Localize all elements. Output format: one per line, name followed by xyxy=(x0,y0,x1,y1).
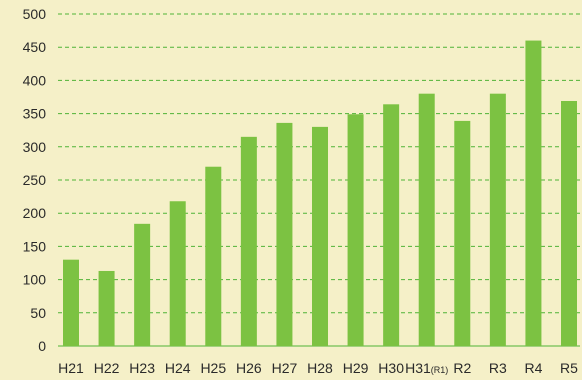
y-tick-label-150: 150 xyxy=(23,238,47,254)
y-tick-label-50: 50 xyxy=(30,305,46,321)
bar-H25 xyxy=(205,166,222,346)
bar-H22 xyxy=(98,270,115,346)
bar-R4 xyxy=(525,40,542,347)
y-tick-label-450: 450 xyxy=(23,39,47,55)
x-tick-label-H25: H25 xyxy=(200,360,226,376)
x-tick-label-R4: R4 xyxy=(524,360,542,376)
y-tick-label-100: 100 xyxy=(23,272,47,288)
bar-H31(R1) xyxy=(418,93,435,347)
x-tick-label-H26: H26 xyxy=(236,360,262,376)
bar-H29 xyxy=(347,114,364,346)
x-tick-label-H28: H28 xyxy=(307,360,333,376)
x-tick-label-H29: H29 xyxy=(343,360,369,376)
x-tick-label-H31(R1): H31(R1) xyxy=(405,360,448,376)
y-tick-label-400: 400 xyxy=(23,72,47,88)
y-tick-label-350: 350 xyxy=(23,106,47,122)
x-tick-labels: H21 H22 H23 H24 H25 H26 H27 H28 H29 H30 H31(R1) R2 R… xyxy=(58,360,578,376)
bar-H24 xyxy=(169,201,186,346)
y-tick-label-300: 300 xyxy=(23,139,47,155)
x-tick-label-H22: H22 xyxy=(94,360,120,376)
y-tick-label-0: 0 xyxy=(38,338,46,354)
x-tick-label-H24: H24 xyxy=(165,360,191,376)
x-tick-label-H21: H21 xyxy=(58,360,84,376)
bar-H30 xyxy=(383,104,400,346)
bar-R3 xyxy=(489,93,506,347)
bar-H23 xyxy=(134,223,151,346)
bar-R2 xyxy=(454,120,471,347)
y-tick-labels: 0 50 100 150 200 250 300 350 400 450 500 xyxy=(23,6,47,354)
bar-H26 xyxy=(240,136,257,346)
x-tick-label-R5: R5 xyxy=(560,360,578,376)
x-tick-label-R2: R2 xyxy=(453,360,471,376)
x-tick-label-R3: R3 xyxy=(489,360,507,376)
y-tick-label-250: 250 xyxy=(23,172,47,188)
bar-H28 xyxy=(312,126,328,346)
bar-H21 xyxy=(63,259,79,346)
x-tick-label-H23: H23 xyxy=(129,360,155,376)
y-tick-label-200: 200 xyxy=(23,205,47,221)
bars-layer xyxy=(63,40,577,347)
bar-H27 xyxy=(276,122,293,346)
bar-R5 xyxy=(561,100,577,346)
x-tick-label-H30: H30 xyxy=(378,360,404,376)
y-tick-label-500: 500 xyxy=(23,6,47,22)
x-tick-label-H27: H27 xyxy=(272,360,298,376)
